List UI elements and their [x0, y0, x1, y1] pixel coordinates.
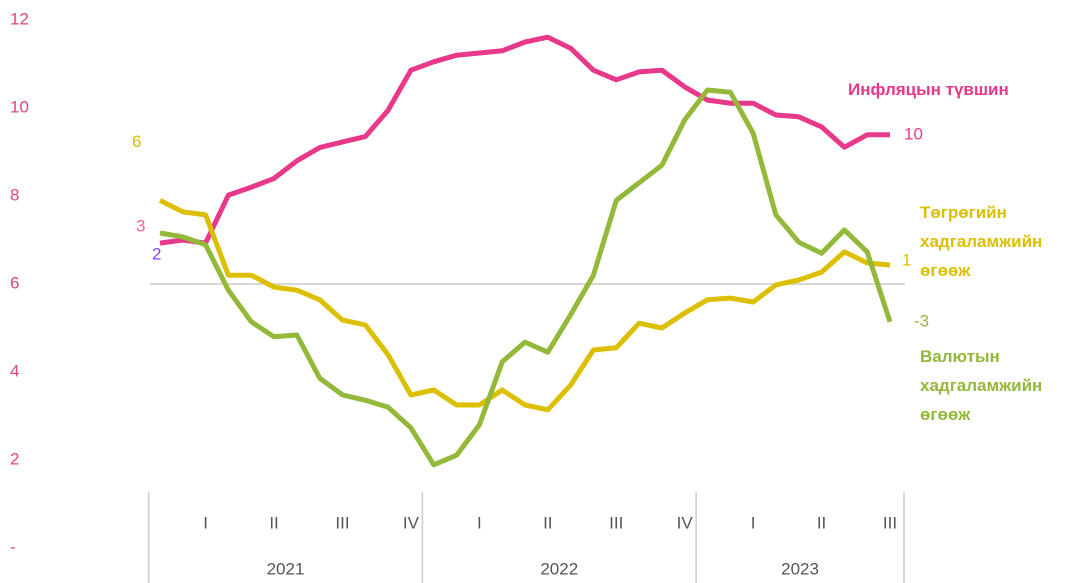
quarter-label: I — [477, 513, 482, 532]
quarter-label: I — [203, 513, 208, 532]
quarter-label: II — [543, 513, 552, 532]
year-label: 2022 — [540, 559, 578, 578]
y-tick-label: 12 — [10, 9, 29, 28]
end-label: 1 — [902, 251, 911, 270]
series-line — [159, 34, 890, 246]
end-label: 10 — [904, 124, 923, 143]
y-tick-label: - — [10, 537, 16, 556]
year-label: 2023 — [781, 559, 819, 578]
legend-label: Валютын хадгаламжийн өгөөж — [920, 347, 1043, 424]
start-label: 6 — [132, 132, 141, 151]
y-tick-label: 2 — [10, 449, 19, 468]
y-tick-label: 4 — [10, 361, 19, 380]
quarter-label: III — [609, 513, 623, 532]
y-tick-label: 10 — [10, 97, 29, 116]
quarter-label: IV — [677, 513, 694, 532]
quarter-label: II — [817, 513, 826, 532]
start-label: 2 — [152, 244, 161, 263]
quarter-label: II — [269, 513, 278, 532]
series-line — [159, 87, 893, 468]
quarter-label: III — [335, 513, 349, 532]
y-tick-label: 8 — [10, 185, 19, 204]
series-line — [158, 198, 891, 413]
year-label: 2021 — [267, 559, 305, 578]
quarter-label: IV — [403, 513, 420, 532]
legend-label: Инфляцын түвшин — [848, 80, 1009, 99]
start-label: 3 — [136, 217, 145, 236]
quarter-label: I — [751, 513, 756, 532]
quarter-label: III — [883, 513, 897, 532]
legend-label: Төгрөгийн хадгаламжийн өгөөж — [920, 203, 1043, 280]
y-tick-label: 6 — [10, 273, 19, 292]
end-label: -3 — [914, 311, 929, 330]
